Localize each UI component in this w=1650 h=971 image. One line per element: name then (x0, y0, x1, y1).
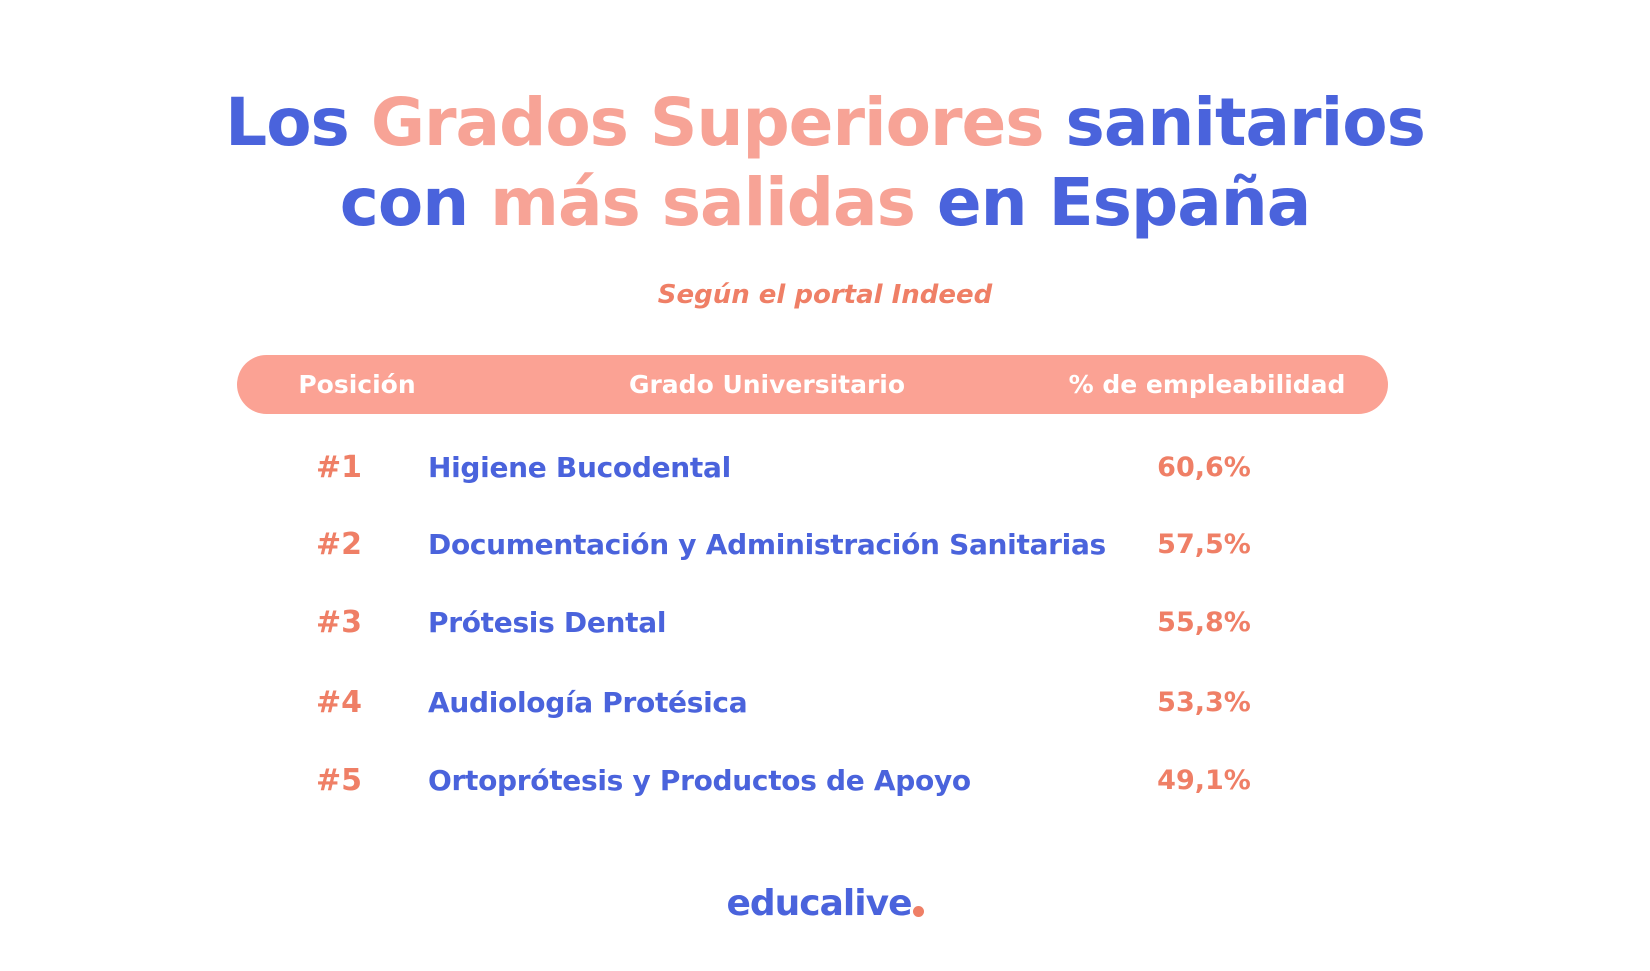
logo-wordmark: educalive (726, 883, 912, 924)
row-degree-name: Prótesis Dental (428, 606, 667, 639)
table-row: #5 Ortoprótesis y Productos de Apoyo 49,… (0, 756, 1650, 806)
table-row: #3 Prótesis Dental 55,8% (0, 598, 1650, 648)
row-rank: #5 (315, 763, 362, 798)
row-employability: 55,8% (1157, 607, 1251, 638)
title-text-en-espana: en España (914, 164, 1311, 241)
header-degree: Grado Universitario (628, 370, 906, 399)
page-title-line-2: con más salidas en España (0, 163, 1650, 243)
logo-dot-icon (912, 906, 924, 917)
row-employability: 49,1% (1157, 765, 1251, 796)
table-row: #1 Higiene Bucodental 60,6% (0, 443, 1650, 493)
header-position: Posición (298, 370, 416, 399)
row-rank: #1 (315, 450, 362, 485)
title-text-con: con (339, 164, 491, 241)
educalive-logo: educalive (0, 882, 1650, 926)
table-row: #2 Documentación y Administración Sanita… (0, 520, 1650, 570)
row-degree-name: Audiología Protésica (428, 686, 748, 719)
row-degree-name: Ortoprótesis y Productos de Apoyo (428, 764, 971, 797)
title-text-los: Los (225, 84, 371, 161)
row-degree-name: Higiene Bucodental (428, 451, 731, 484)
title-text-sanitarios: sanitarios (1043, 84, 1426, 161)
row-degree-name: Documentación y Administración Sanitaria… (428, 528, 1106, 561)
title-highlight-mas-salidas: más salidas (490, 164, 916, 241)
row-employability: 53,3% (1157, 687, 1251, 718)
row-rank: #3 (315, 605, 362, 640)
row-employability: 57,5% (1157, 529, 1251, 560)
table-header: Posición Grado Universitario % de emplea… (237, 355, 1388, 414)
row-rank: #4 (315, 685, 362, 720)
table-row: #4 Audiología Protésica 53,3% (0, 678, 1650, 728)
page-title-line-1: Los Grados Superiores sanitarios (0, 83, 1650, 163)
title-highlight-grados-superiores: Grados Superiores (370, 84, 1045, 161)
row-employability: 60,6% (1157, 452, 1251, 483)
header-employability: % de empleabilidad (1068, 370, 1346, 399)
row-rank: #2 (315, 527, 362, 562)
subtitle: Según el portal Indeed (657, 280, 993, 310)
